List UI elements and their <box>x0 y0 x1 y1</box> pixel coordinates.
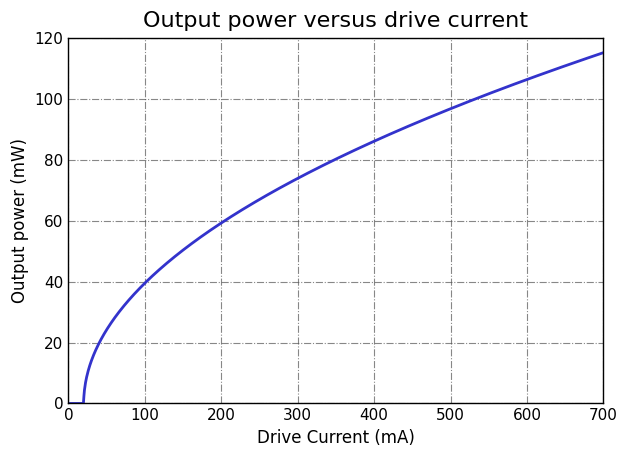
Y-axis label: Output power (mW): Output power (mW) <box>11 138 29 303</box>
Title: Output power versus drive current: Output power versus drive current <box>143 11 528 31</box>
X-axis label: Drive Current (mA): Drive Current (mA) <box>257 429 415 447</box>
